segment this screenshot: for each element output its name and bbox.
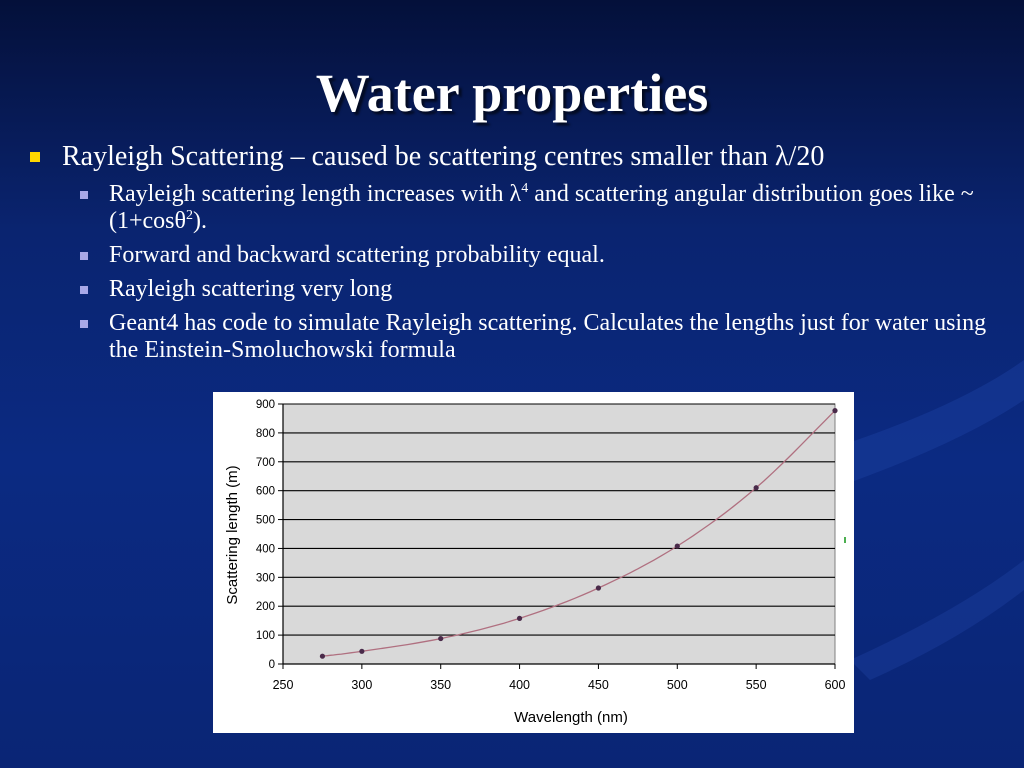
gridlines (282, 403, 835, 665)
square-bullet-icon (80, 191, 88, 199)
sub-bullet-text: Geant4 has code to simulate Rayleigh sca… (109, 310, 987, 363)
bullet-item: Rayleigh Scattering – caused be scatteri… (28, 140, 988, 174)
data-point (359, 648, 365, 654)
square-bullet-icon (80, 320, 88, 328)
x-axis-label: Wavelength (nm) (514, 709, 628, 726)
x-tick-label: 450 (588, 678, 609, 692)
sub-bullet-item: Rayleigh scattering very long (80, 276, 988, 303)
x-tick-label: 550 (746, 678, 767, 692)
x-tick-label: 600 (825, 678, 846, 692)
data-point (438, 635, 444, 642)
sub-bullet-text: Rayleigh scattering length increases wit… (109, 181, 974, 234)
data-point (674, 543, 680, 549)
y-tick-label: 600 (256, 486, 275, 498)
chart-svg: 0 100 200 300 400 500 600 700 800 900 250 300 350 40… (224, 399, 846, 726)
plot-area (282, 403, 836, 665)
bullet-list: Rayleigh Scattering – caused be scatteri… (28, 140, 988, 364)
stray-legend-mark (844, 537, 846, 543)
y-tick-label: 900 (256, 399, 275, 411)
x-tick-label: 500 (667, 678, 688, 692)
y-tick-label: 200 (256, 601, 275, 613)
data-point (753, 485, 759, 491)
y-tick-label: 800 (256, 428, 275, 440)
data-point (595, 585, 602, 591)
data-point (832, 408, 838, 414)
data-point (516, 615, 523, 621)
sub-bullet-item: Rayleigh scattering length increases wit… (80, 181, 988, 235)
y-axis-label: Scattering length (m) (224, 465, 241, 604)
sub-bullet-text: Forward and backward scattering probabil… (109, 242, 605, 268)
y-tick-label: 700 (256, 457, 275, 469)
square-bullet-icon (80, 286, 88, 294)
y-tick-label: 100 (256, 630, 275, 642)
scattering-length-chart: 0 100 200 300 400 500 600 700 800 900 250 300 350 40… (213, 392, 854, 733)
sub-bullet-item: Geant4 has code to simulate Rayleigh sca… (80, 310, 988, 364)
sub-bullet-list: Rayleigh scattering length increases wit… (80, 181, 988, 364)
bullet-text: Rayleigh Scattering – caused be scatteri… (62, 141, 825, 172)
x-tick-label: 350 (430, 678, 451, 692)
data-point (319, 653, 326, 659)
y-tick-label: 500 (256, 515, 275, 527)
square-bullet-icon (30, 152, 40, 162)
y-tick-labels: 0 100 200 300 400 500 600 700 800 900 (256, 399, 283, 671)
x-tick-label: 300 (351, 678, 372, 692)
sub-bullet-text: Rayleigh scattering very long (109, 276, 393, 302)
sub-bullet-item: Forward and backward scattering probabil… (80, 242, 988, 269)
slide-title: Water properties (315, 63, 709, 123)
y-tick-label: 0 (269, 659, 275, 671)
x-tick-labels: 250 300 350 400 450 500 550 600 (273, 664, 846, 692)
x-tick-label: 400 (509, 678, 530, 692)
y-tick-label: 300 (256, 572, 275, 584)
y-tick-label: 400 (256, 543, 275, 555)
series-line (322, 409, 836, 657)
x-tick-label: 250 (273, 678, 294, 692)
square-bullet-icon (80, 252, 88, 260)
data-points (319, 408, 838, 659)
